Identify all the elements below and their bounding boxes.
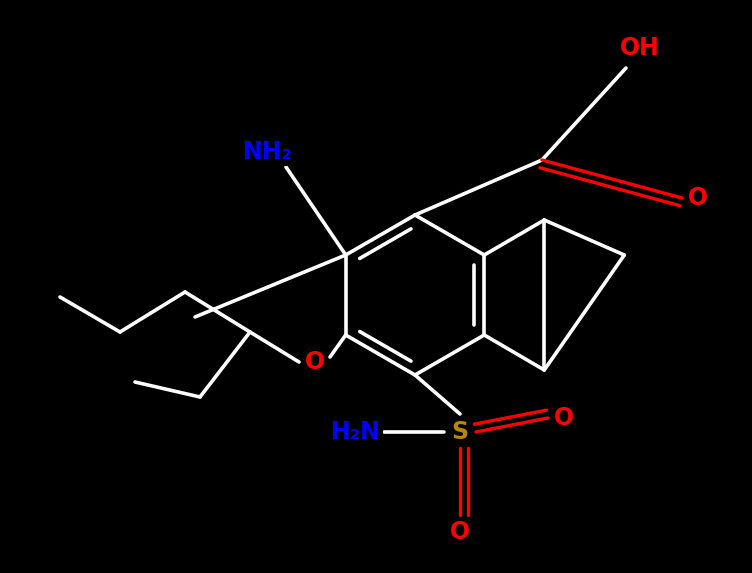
Text: S: S bbox=[451, 420, 468, 444]
Text: O: O bbox=[305, 350, 325, 374]
Text: OH: OH bbox=[620, 36, 660, 60]
Text: O: O bbox=[688, 186, 708, 210]
Text: O: O bbox=[450, 520, 470, 544]
Text: NH₂: NH₂ bbox=[243, 140, 293, 164]
Text: O: O bbox=[554, 406, 574, 430]
Text: H₂N: H₂N bbox=[331, 420, 381, 444]
